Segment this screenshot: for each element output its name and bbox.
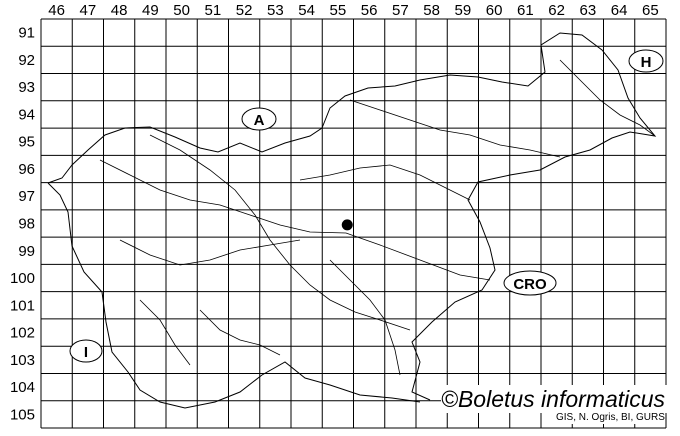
country-code: H <box>641 54 652 71</box>
row-label: 98 <box>18 216 35 233</box>
column-label: 54 <box>298 2 315 19</box>
rivers <box>99 59 656 376</box>
column-label: 53 <box>267 2 284 19</box>
column-label: 51 <box>205 2 222 19</box>
row-label: 93 <box>18 79 35 96</box>
column-label: 61 <box>517 2 534 19</box>
column-label: 57 <box>392 2 409 19</box>
column-label: 65 <box>642 2 659 19</box>
country-label-i: I <box>69 339 103 363</box>
column-label: 59 <box>455 2 472 19</box>
column-label: 63 <box>580 2 597 19</box>
country-label-a: A <box>241 107 277 131</box>
column-label: 58 <box>423 2 440 19</box>
row-label: 95 <box>18 134 35 151</box>
country-border <box>47 32 657 409</box>
column-label: 49 <box>142 2 159 19</box>
row-label: 99 <box>18 243 35 260</box>
row-label: 103 <box>10 352 35 369</box>
row-label: 92 <box>18 52 35 69</box>
row-label: 94 <box>18 106 35 123</box>
credit-text: ©Boletus informaticus <box>441 385 669 413</box>
column-label: 55 <box>330 2 347 19</box>
country-code: CRO <box>513 276 547 293</box>
row-label: 96 <box>18 161 35 178</box>
row-labels: 91 92 93 94 95 96 97 98 99 100 101 102 103 104 105 <box>10 25 35 424</box>
column-label: 64 <box>611 2 628 19</box>
country-code: I <box>84 344 88 361</box>
record-dot <box>341 219 353 231</box>
column-label: 47 <box>80 2 97 19</box>
row-label: 100 <box>10 270 35 287</box>
row-label: 101 <box>10 297 35 314</box>
row-label: 102 <box>10 325 35 342</box>
grid-lines <box>40 18 667 429</box>
records <box>341 219 353 231</box>
column-label: 50 <box>173 2 190 19</box>
column-label: 62 <box>548 2 565 19</box>
country-label-cro: CRO <box>503 270 557 296</box>
column-label: 48 <box>111 2 128 19</box>
row-label: 91 <box>18 25 35 42</box>
column-label: 46 <box>48 2 65 19</box>
source-text: GIS, N. Ogris, BI, GURS <box>556 411 665 424</box>
country-code: A <box>254 112 265 129</box>
column-label: 52 <box>236 2 253 19</box>
row-label: 104 <box>10 379 35 396</box>
country-label-h: H <box>628 49 664 73</box>
row-label: 97 <box>18 188 35 205</box>
row-label: 105 <box>10 406 35 423</box>
column-label: 56 <box>361 2 378 19</box>
column-labels: 46 47 48 49 50 51 52 53 54 55 56 57 58 59 60 61 62 63 64 65 <box>48 2 658 19</box>
column-label: 60 <box>486 2 503 19</box>
